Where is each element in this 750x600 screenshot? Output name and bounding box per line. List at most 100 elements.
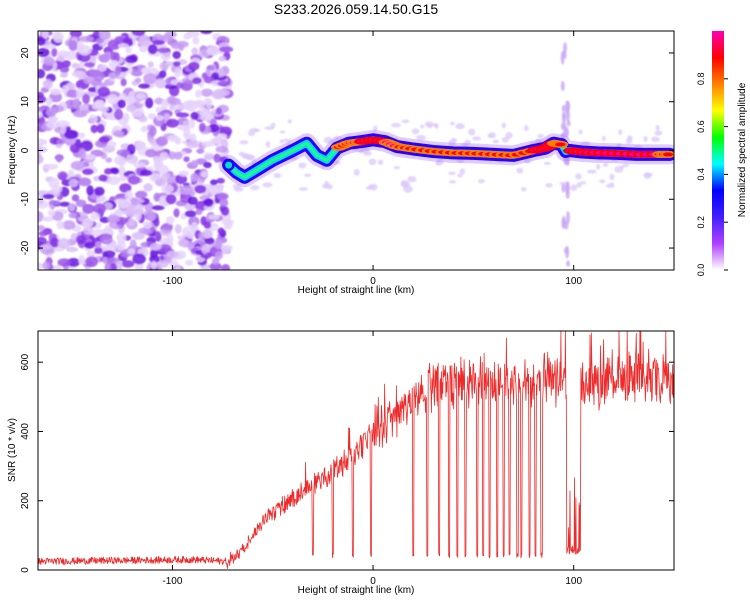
faint-blob [601, 135, 606, 142]
noise-blob [215, 107, 222, 115]
noise-blob [77, 52, 91, 63]
noise-blob [68, 178, 79, 188]
noise-blob [56, 138, 66, 145]
noise-blob [134, 262, 144, 270]
noise-blob [88, 114, 98, 124]
spike-blob [560, 122, 565, 130]
faint-blob [625, 137, 633, 145]
noise-blob [166, 250, 179, 259]
faint-blob [449, 121, 455, 126]
noise-blob [113, 130, 125, 138]
noise-blob [188, 61, 200, 71]
noise-blob [62, 220, 76, 230]
faint-blob [609, 182, 615, 186]
snr-y-tick-label: 400 [20, 423, 31, 440]
faint-blob [363, 151, 372, 156]
noise-blob [82, 203, 95, 214]
noise-blob [38, 225, 46, 231]
noise-blob [174, 137, 182, 145]
faint-blob [596, 163, 601, 170]
noise-blob [184, 210, 197, 218]
noise-blob [127, 175, 140, 185]
noise-blob [203, 161, 212, 169]
noise-blob [119, 183, 132, 193]
noise-blob [207, 185, 218, 194]
noise-blob [52, 264, 62, 270]
snr-content [38, 331, 674, 569]
faint-blob [247, 130, 256, 137]
faint-blob [249, 185, 260, 191]
noise-blob [138, 227, 151, 234]
colorbar: 0.0 0.2 0.4 0.6 0.8 Normalized spectral ampl… [696, 31, 748, 276]
noise-blob [43, 78, 53, 90]
noise-blob [152, 40, 165, 46]
snr-x-tick-label: 0 [370, 576, 376, 587]
snr-y-label: SNR (10 * v/v) [7, 418, 18, 482]
spike-blob [564, 246, 569, 255]
faint-blob [654, 130, 663, 136]
faint-blob [464, 139, 471, 146]
faint-blob [614, 165, 624, 173]
spike-blob [561, 215, 566, 228]
snr-panel: -100 0 100 0 200 400 600 Height of straight li… [7, 330, 675, 596]
noise-blob [43, 56, 55, 66]
noise-blob [38, 230, 49, 237]
colorbar-tick-label: 0.0 [696, 264, 706, 277]
noise-blob [138, 115, 148, 123]
noise-blob [77, 177, 92, 187]
spectrogram-x-tick-label: -100 [162, 276, 182, 287]
noise-blob [42, 216, 54, 222]
noise-blob [159, 61, 170, 71]
noise-blob [157, 47, 171, 53]
faint-blob [321, 183, 329, 189]
noise-blob [67, 257, 80, 267]
noise-blob [122, 112, 130, 123]
noise-blob [95, 38, 104, 44]
faint-blob [373, 125, 378, 133]
noise-blob [129, 239, 137, 251]
noise-blob [174, 67, 182, 78]
noise-blob [117, 43, 130, 49]
noise-blob [40, 244, 53, 250]
noise-blob [176, 124, 190, 131]
noise-blob [186, 141, 199, 149]
faint-blob [448, 180, 457, 184]
faint-blob [232, 183, 242, 190]
noise-blob [186, 230, 195, 239]
noise-blob [215, 145, 229, 153]
faint-blob [537, 133, 544, 139]
faint-blob [401, 119, 410, 124]
spike-blob [565, 188, 570, 200]
noise-blob [49, 88, 62, 96]
faint-blob [477, 178, 485, 184]
noise-blob [190, 159, 199, 167]
faint-blob [393, 165, 401, 170]
noise-blob [163, 113, 171, 120]
noise-blob [124, 190, 133, 202]
noise-blob [114, 65, 122, 76]
noise-blob [97, 64, 107, 72]
faint-blob [570, 184, 578, 192]
snr-x-label: Height of straight line (km) [298, 585, 415, 596]
faint-blob [358, 149, 364, 154]
faint-blob [643, 172, 654, 177]
faint-blob [501, 122, 507, 129]
noise-blob [125, 55, 137, 64]
spectrogram-y-tick-label: -10 [20, 192, 31, 207]
spectral-ridge [218, 129, 674, 188]
faint-blob [609, 173, 615, 181]
noise-blob [164, 83, 177, 90]
noise-blob [168, 151, 176, 160]
noise-blob [59, 124, 67, 134]
snr-x-tick-label: 100 [565, 576, 582, 587]
noise-blob [214, 239, 223, 250]
noise-blob [114, 109, 124, 120]
noise-blob [158, 243, 172, 253]
noise-blob [138, 35, 151, 47]
faint-blob [545, 183, 553, 188]
noise-blob [172, 50, 181, 60]
noise-blob [69, 143, 81, 154]
faint-blob [643, 135, 648, 142]
noise-blob [126, 152, 135, 163]
